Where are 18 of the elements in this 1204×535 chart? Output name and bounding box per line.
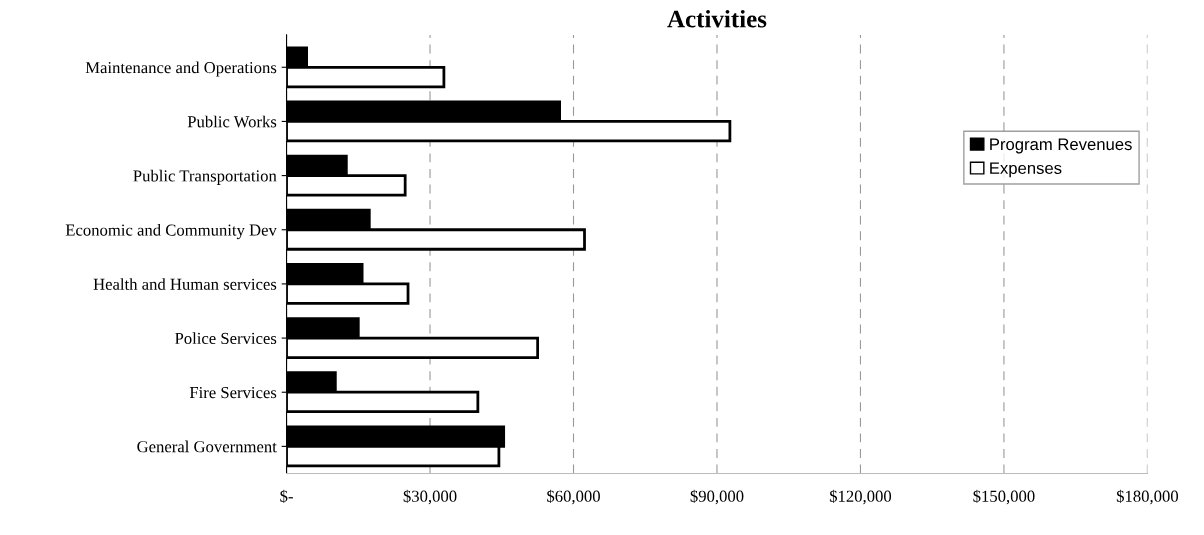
- x-tick-label: $60,000: [547, 489, 600, 505]
- y-tick-label: Police Services: [175, 332, 277, 345]
- y-tick-label: Maintenance and Operations: [85, 61, 277, 77]
- y-tick-label: Public Transportation: [133, 169, 277, 185]
- x-tick-label: $-: [280, 489, 293, 503]
- legend-label: Program Revenues: [990, 138, 1132, 154]
- y-tick-label: Health and Human services: [93, 278, 277, 290]
- y-tick-label: Economic and Community Dev: [65, 223, 277, 240]
- x-tick-label: $150,000: [973, 489, 1035, 505]
- x-tick-label: $120,000: [829, 489, 892, 505]
- chart-title: Activities: [667, 9, 767, 28]
- y-tick-label: Fire Services: [189, 386, 277, 399]
- y-tick-label: Public Works: [187, 115, 277, 128]
- x-tick-label: $90,000: [690, 489, 744, 505]
- legend-label: Expenses: [990, 162, 1062, 178]
- y-tick-label: General Government: [137, 440, 277, 453]
- x-tick-label: $30,000: [403, 489, 457, 505]
- x-tick-label: $180,000: [1116, 489, 1179, 505]
